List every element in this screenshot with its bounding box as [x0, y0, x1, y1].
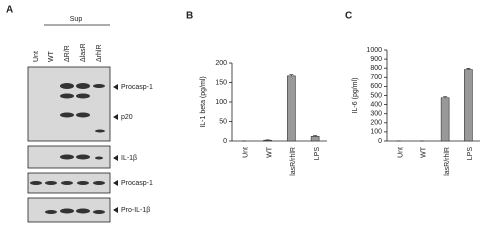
bar [287, 75, 296, 142]
group-label: Sup [70, 16, 83, 23]
bar [263, 139, 272, 142]
band [30, 181, 42, 185]
band-label: Pro-IL-1β [121, 207, 150, 214]
y-tick-label: 1000 [366, 47, 382, 54]
y-tick-label: 100 [370, 129, 382, 136]
lane-label: ΔrhlR [96, 44, 103, 62]
y-axis-label: IL-6 (pg/ml) [352, 78, 359, 114]
band [77, 181, 89, 185]
y-tick-label: 500 [370, 92, 382, 99]
band-label: IL-1β [121, 155, 137, 162]
band [45, 181, 57, 185]
band [93, 84, 105, 88]
band [93, 210, 105, 214]
lane-label: ΔlasR [80, 43, 87, 62]
error-bar [443, 96, 448, 98]
band [61, 181, 73, 185]
x-tick-label: WT [421, 146, 428, 158]
error-bar [313, 135, 318, 137]
figure: A Sup Unt WT ΔR/R ΔlasR ΔrhlR Procasp-1 … [6, 5, 480, 223]
band [76, 154, 90, 160]
x-tick-label: lasR/rhlR [444, 147, 451, 176]
x-tick-label: WT [266, 146, 273, 158]
y-axis-label: IL-1 beta (pg/ml) [200, 76, 207, 127]
panel-letter: A [6, 5, 13, 16]
band [76, 208, 90, 214]
y-tick-label: 0 [223, 138, 227, 145]
band-label: p20 [121, 114, 133, 121]
y-tick-label: 700 [370, 74, 382, 81]
bar [464, 69, 473, 142]
y-tick-label: 0 [378, 138, 382, 145]
band [76, 93, 90, 99]
band [60, 154, 74, 160]
band [60, 112, 74, 118]
lane-label: WT [48, 50, 55, 62]
blot-box [27, 66, 111, 142]
band [60, 83, 74, 89]
band-label: Procasp-1 [121, 84, 153, 91]
band [45, 210, 57, 214]
bar [310, 136, 320, 142]
panel-letter: B [186, 11, 193, 22]
lane-label: ΔR/R [64, 45, 71, 62]
lane-label: Unt [33, 51, 40, 62]
y-tick-label: 200 [370, 120, 382, 127]
x-tick-label: lasR/rhlR [290, 147, 297, 176]
band [76, 83, 90, 89]
y-tick-label: 300 [370, 111, 382, 118]
y-tick-label: 600 [370, 83, 382, 90]
band [93, 181, 105, 185]
y-tick-label: 50 [219, 118, 227, 125]
blot-panels [27, 66, 111, 223]
x-tick-label: Unt [243, 147, 250, 158]
y-tick-label: 200 [215, 60, 227, 67]
bar [440, 97, 450, 142]
error-bar [289, 74, 294, 76]
x-tick-label: LPS [467, 147, 474, 161]
band-label: Procasp-1 [121, 180, 153, 187]
band [95, 129, 105, 133]
y-tick-label: 100 [215, 99, 227, 106]
x-tick-label: Unt [397, 147, 404, 158]
band [60, 208, 74, 214]
x-tick-label: LPS [314, 147, 321, 161]
y-tick-label: 150 [215, 79, 227, 86]
y-tick-label: 800 [370, 65, 382, 72]
y-tick-label: 400 [370, 101, 382, 108]
band [76, 112, 90, 118]
y-tick-label: 900 [370, 56, 382, 63]
band [60, 93, 74, 99]
error-bar [466, 68, 471, 70]
band-arrows [113, 84, 118, 213]
panel-letter: C [345, 11, 352, 22]
band [95, 156, 103, 160]
